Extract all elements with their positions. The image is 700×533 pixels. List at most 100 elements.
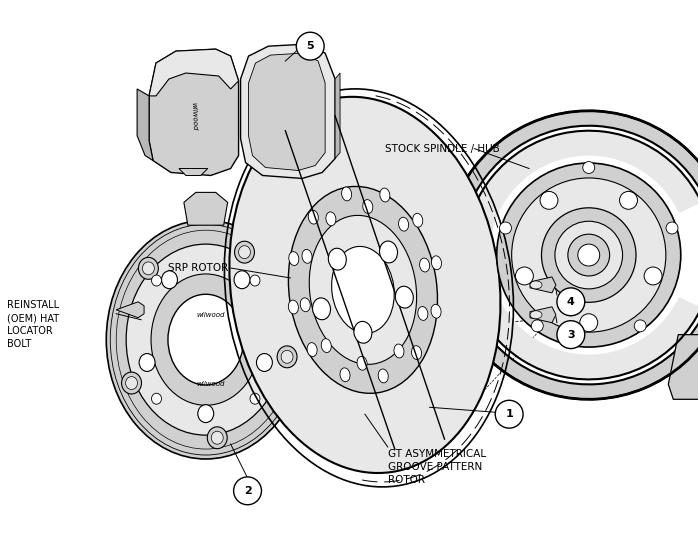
Ellipse shape — [342, 187, 351, 201]
Ellipse shape — [340, 368, 350, 382]
Polygon shape — [179, 168, 208, 175]
Ellipse shape — [354, 321, 372, 343]
Circle shape — [583, 161, 595, 173]
Polygon shape — [149, 49, 239, 96]
Ellipse shape — [398, 217, 409, 231]
Ellipse shape — [250, 393, 260, 404]
Ellipse shape — [126, 244, 286, 435]
Ellipse shape — [230, 97, 500, 473]
Ellipse shape — [328, 248, 346, 270]
Ellipse shape — [394, 344, 404, 358]
Text: STOCK SPINDLE / HUB: STOCK SPINDLE / HUB — [385, 143, 500, 154]
Polygon shape — [668, 335, 700, 399]
Ellipse shape — [530, 311, 542, 319]
Ellipse shape — [239, 246, 251, 259]
Wedge shape — [444, 111, 700, 399]
Circle shape — [540, 191, 558, 209]
Ellipse shape — [122, 372, 141, 394]
Circle shape — [500, 222, 512, 234]
Ellipse shape — [234, 241, 255, 263]
Circle shape — [531, 320, 543, 332]
Ellipse shape — [357, 357, 367, 370]
Ellipse shape — [198, 405, 214, 423]
Circle shape — [557, 288, 584, 316]
Ellipse shape — [542, 208, 636, 302]
Text: 5: 5 — [307, 41, 314, 51]
Text: 1: 1 — [505, 409, 513, 419]
Ellipse shape — [412, 346, 421, 360]
Wedge shape — [464, 131, 700, 379]
Ellipse shape — [512, 178, 666, 332]
Ellipse shape — [106, 220, 305, 459]
Polygon shape — [248, 53, 325, 171]
Ellipse shape — [289, 252, 299, 265]
Ellipse shape — [568, 234, 610, 276]
Ellipse shape — [363, 199, 373, 214]
Ellipse shape — [308, 210, 318, 224]
Polygon shape — [184, 192, 228, 225]
Ellipse shape — [250, 275, 260, 286]
Text: wilwood: wilwood — [197, 382, 225, 387]
Text: 3: 3 — [567, 329, 575, 340]
Ellipse shape — [162, 271, 178, 289]
Text: 4: 4 — [567, 297, 575, 307]
Text: REINSTALL
(OEM) HAT
LOCATOR
BOLT: REINSTALL (OEM) HAT LOCATOR BOLT — [7, 300, 59, 350]
Text: wilwood: wilwood — [190, 101, 197, 130]
Ellipse shape — [168, 294, 244, 385]
Ellipse shape — [378, 369, 388, 383]
Ellipse shape — [151, 274, 260, 405]
Ellipse shape — [431, 256, 442, 270]
Text: GT ASYMMETRICAL
GROOVE PATTERN
ROTOR: GT ASYMMETRICAL GROOVE PATTERN ROTOR — [388, 449, 486, 486]
Ellipse shape — [312, 298, 330, 320]
Ellipse shape — [431, 304, 441, 318]
Ellipse shape — [326, 212, 336, 226]
Ellipse shape — [277, 346, 297, 368]
Ellipse shape — [395, 286, 413, 308]
Ellipse shape — [125, 377, 137, 390]
Ellipse shape — [211, 431, 223, 444]
Ellipse shape — [288, 187, 438, 393]
Ellipse shape — [332, 246, 394, 333]
Polygon shape — [530, 307, 556, 322]
Ellipse shape — [309, 215, 416, 365]
Polygon shape — [335, 73, 340, 158]
Ellipse shape — [419, 258, 430, 272]
Ellipse shape — [288, 300, 298, 314]
Polygon shape — [530, 277, 556, 293]
Ellipse shape — [555, 221, 622, 289]
Ellipse shape — [578, 244, 600, 266]
Circle shape — [234, 477, 262, 505]
Circle shape — [620, 191, 638, 209]
Circle shape — [634, 320, 646, 332]
Ellipse shape — [418, 306, 428, 320]
Ellipse shape — [139, 353, 155, 372]
Ellipse shape — [497, 163, 681, 347]
Circle shape — [644, 267, 662, 285]
Ellipse shape — [281, 350, 293, 364]
Circle shape — [557, 321, 584, 349]
Polygon shape — [241, 44, 335, 179]
Circle shape — [580, 314, 598, 332]
Circle shape — [515, 267, 533, 285]
Ellipse shape — [380, 188, 390, 202]
Text: SRP ROTOR: SRP ROTOR — [168, 263, 228, 273]
Polygon shape — [137, 89, 153, 160]
Text: 2: 2 — [244, 486, 251, 496]
Ellipse shape — [151, 393, 162, 404]
Ellipse shape — [142, 262, 155, 275]
Ellipse shape — [307, 343, 317, 357]
Circle shape — [495, 400, 523, 428]
Ellipse shape — [256, 353, 272, 372]
Ellipse shape — [300, 298, 310, 312]
Ellipse shape — [321, 338, 331, 352]
Polygon shape — [149, 49, 239, 175]
Ellipse shape — [302, 249, 312, 263]
Ellipse shape — [530, 281, 542, 289]
Ellipse shape — [207, 427, 228, 449]
Polygon shape — [116, 302, 144, 318]
Ellipse shape — [234, 271, 250, 289]
Text: wilwood: wilwood — [197, 312, 225, 318]
Ellipse shape — [151, 275, 162, 286]
Circle shape — [296, 32, 324, 60]
Ellipse shape — [413, 213, 423, 227]
